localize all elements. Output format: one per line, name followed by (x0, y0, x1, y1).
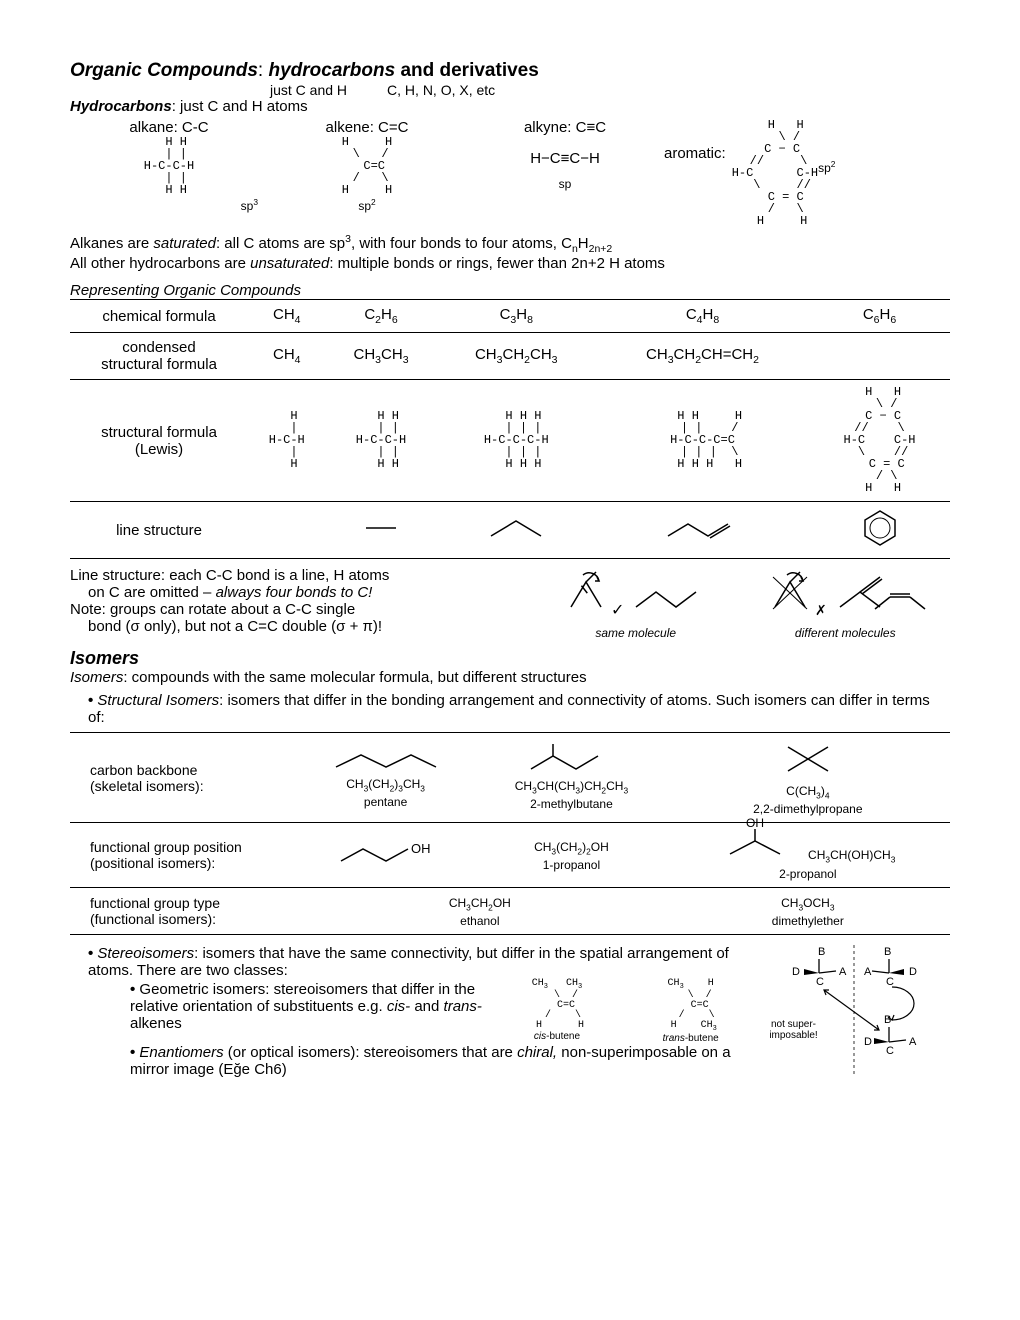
cell (809, 333, 950, 380)
cell: H H \ / C − C // \ H-C C-H \ // C = C / … (809, 380, 950, 502)
cell (809, 502, 950, 559)
cell: CH3(CH2)2OH 1-propanol (477, 823, 665, 887)
cell: CH4 (248, 300, 326, 333)
stereoisomers: Stereoisomers: isomers that have the sam… (70, 945, 758, 979)
line-benzene (860, 508, 900, 548)
line-ethane (361, 518, 401, 538)
svg-text:B: B (884, 1014, 891, 1026)
enantiomers: Enantiomers (or optical isomers): stereo… (70, 1044, 758, 1078)
sp3-label: sp3 (70, 197, 268, 213)
svg-text:C: C (886, 976, 894, 988)
cell: H | H-C-H | H (248, 380, 326, 502)
isomer-table: carbon backbone(skeletal isomers): CH3(C… (70, 732, 950, 935)
cell: H H H | | / H-C-C-C=C | | | \ H H H H (596, 380, 809, 502)
cell: C6H6 (809, 300, 950, 333)
row-label: functional group position(positional iso… (70, 823, 294, 887)
alkane-label: alkane: C-C (70, 119, 268, 136)
isomers-def: Isomers: compounds with the same molecul… (70, 669, 950, 686)
svg-text:✗: ✗ (815, 602, 827, 618)
svg-text:✓: ✓ (611, 602, 624, 619)
svg-text:A: A (909, 1036, 917, 1048)
row-label: line structure (70, 502, 248, 559)
saturated-para: Alkanes are saturated: all C atoms are s… (70, 233, 950, 272)
svg-text:D: D (792, 966, 800, 978)
row-label: chemical formula (70, 300, 248, 333)
cell: CH3CH2CH=CH2 (596, 333, 809, 380)
cis-trans-diagrams: CH3 CH3 \ / C=C / \ H H cis-butene CH3 H… (490, 979, 757, 1044)
svg-text:OH: OH (411, 841, 431, 856)
cell (437, 502, 596, 559)
svg-text:D: D (909, 966, 917, 978)
line-structure-note: Line structure: each C-C bond is a line,… (70, 567, 531, 635)
cell: H H H | | | H-C-C-C-H | | | H H H (437, 380, 596, 502)
cell: CH3CH(CH3)CH2CH3 2-methylbutane (477, 733, 665, 823)
isomers-heading: Isomers (70, 648, 950, 669)
representation-table: chemical formula CH4 C2H6 C3H8 C4H8 C6H6… (70, 299, 950, 559)
cell (596, 502, 809, 559)
aromatic-sp2: sp2 (818, 119, 835, 175)
cell: H H | | H-C-C-H | | H H (326, 380, 437, 502)
cell: CH3CH2CH3 (437, 333, 596, 380)
cell: CH3(CH2)3CH3 pentane (294, 733, 477, 823)
row-label: structural formula(Lewis) (70, 380, 248, 502)
row-label: carbon backbone(skeletal isomers): (70, 733, 294, 823)
diff-molecule-example: ✗ different molecules (740, 567, 950, 640)
ethyne-lewis: H−C≡C−H (466, 150, 664, 167)
cell: C(CH3)4 2,2-dimethylpropane (666, 733, 950, 823)
svg-text:A: A (839, 966, 847, 978)
cell (248, 502, 326, 559)
not-superimposable: not super-imposable! (764, 1019, 824, 1041)
svg-text:A: A (864, 966, 872, 978)
row-label: functional group type(functional isomers… (70, 887, 294, 934)
benzene-lewis: H H \ / C − C // \ H-C C-H \ // C = C / … (732, 119, 818, 227)
cell: CH3OCH3 dimethylether (666, 887, 950, 934)
alkyne-label: alkyne: C≡C (466, 119, 664, 136)
geometric-isomers: Geometric isomers: stereoisomers that di… (70, 981, 490, 1032)
cell: CH4 (248, 333, 326, 380)
sp2-label: sp2 (268, 197, 466, 213)
cell (326, 502, 437, 559)
cell: CH3CH3 (326, 333, 437, 380)
alkene-label: alkene: C=C (268, 119, 466, 136)
line-butene (663, 516, 743, 541)
svg-text:B: B (818, 946, 825, 958)
structural-isomers: Structural Isomers: isomers that differ … (70, 692, 950, 726)
cell: C4H8 (596, 300, 809, 333)
same-molecule-example: ✓ same molecule (531, 567, 741, 640)
hydrocarbon-types: alkane: C-C H H | | H-C-C-H | | H H sp3 … (70, 119, 950, 227)
aromatic-label: aromatic: (664, 119, 726, 162)
svg-text:D: D (864, 1036, 872, 1048)
svg-text:C: C (816, 976, 824, 988)
cell: CH3CH2OH ethanol (294, 887, 666, 934)
cell: C3H8 (437, 300, 596, 333)
sp-label: sp (466, 177, 664, 191)
svg-text:C: C (886, 1045, 894, 1057)
ethane-lewis: H H | | H-C-C-H | | H H (144, 136, 194, 196)
cell: OH (294, 823, 477, 887)
cell: C2H6 (326, 300, 437, 333)
line-structure-note-row: Line structure: each C-C bond is a line,… (70, 567, 950, 640)
svg-text:B: B (884, 946, 891, 958)
line-propane (486, 516, 546, 541)
ethene-lewis: H H \ / C=C / \ H H (342, 136, 392, 196)
cell: OH CH3CH(OH)CH3 2-propanol (666, 823, 950, 887)
subtitle: just C and HC, H, N, O, X, etc (270, 82, 950, 98)
page-title: Organic Compounds: hydrocarbons and deri… (70, 60, 950, 82)
svg-text:OH: OH (746, 816, 764, 830)
chiral-diagram: B D A C B A D C B (758, 945, 951, 1041)
hydrocarbons-def: Hydrocarbons: just C and H atoms (70, 98, 950, 115)
rep-title: Representing Organic Compounds (70, 282, 950, 299)
row-label: condensedstructural formula (70, 333, 248, 380)
